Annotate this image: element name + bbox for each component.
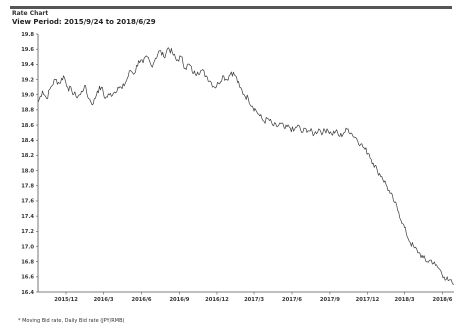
y-tick-label: 16.4 (21, 290, 34, 296)
y-tick-label: 16.6 (21, 275, 34, 281)
y-tick-label: 18.4 (21, 138, 34, 144)
x-tick-label: 2016/6 (132, 297, 152, 303)
y-tick-label: 18.8 (21, 108, 34, 114)
x-tick-label: 2018/3 (395, 297, 415, 303)
y-tick-label: 17.0 (21, 244, 34, 250)
y-tick-label: 18.0 (21, 168, 34, 174)
x-tick-label: 2018/6 (432, 297, 452, 303)
x-tick-label: 2015/12 (54, 297, 78, 303)
y-tick-label: 19.0 (21, 93, 34, 99)
x-axis: 2015/12 2016/3 2016/6 2016/9 2016/12 2017/3 20… (38, 291, 454, 303)
view-period-label: View Period: 2015/9/24 to 2018/6/29 (12, 18, 156, 26)
x-tick-label: 2017/3 (244, 297, 264, 303)
chart-footnote: * Moving Bid rate, Daily Bid rate (JPY/R… (18, 318, 125, 324)
y-tick-label: 17.8 (21, 184, 34, 190)
x-tick-label: 2017/12 (356, 297, 380, 303)
x-tick-label: 2017/6 (282, 297, 302, 303)
x-tick-label: 2016/3 (94, 297, 114, 303)
y-tick-label: 18.6 (21, 123, 34, 129)
y-axis: 19.8 19.6 19.4 19.2 19.0 18.8 18.6 18.4 18.2 18.0… (21, 32, 39, 296)
x-tick-label: 2017/9 (320, 297, 340, 303)
y-tick-label: 19.6 (21, 47, 34, 53)
y-tick-label: 19.8 (21, 32, 34, 38)
y-tick-label: 17.6 (21, 199, 34, 205)
series-layer (37, 47, 455, 285)
panel-title: Rate Chart (12, 10, 49, 17)
y-tick-label: 19.4 (21, 62, 34, 68)
y-tick-label: 19.2 (21, 77, 34, 83)
panel-top-bar (10, 6, 452, 9)
x-tick-label: 2016/9 (169, 297, 189, 303)
x-tick-label: 2016/12 (205, 297, 229, 303)
y-tick-label: 17.2 (21, 229, 34, 235)
y-tick-label: 17.4 (21, 214, 34, 220)
rate-series-line (37, 47, 455, 285)
y-tick-label: 16.8 (21, 259, 34, 265)
y-tick-label: 18.2 (21, 153, 34, 159)
